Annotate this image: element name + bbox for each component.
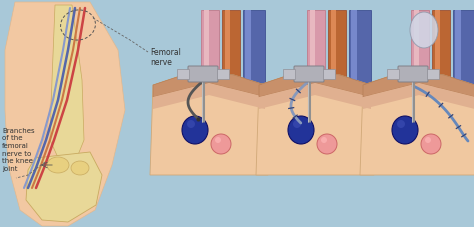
Text: Branches
of the
femoral
nerve to
the knee
joint: Branches of the femoral nerve to the kne… (2, 128, 35, 172)
Polygon shape (331, 10, 336, 90)
Polygon shape (204, 10, 209, 90)
Polygon shape (5, 2, 125, 226)
Polygon shape (256, 71, 374, 175)
Polygon shape (323, 69, 335, 79)
Ellipse shape (425, 137, 431, 143)
Ellipse shape (182, 116, 208, 144)
Polygon shape (26, 152, 102, 222)
Polygon shape (363, 83, 474, 109)
Ellipse shape (71, 161, 89, 175)
Ellipse shape (211, 134, 231, 154)
FancyBboxPatch shape (398, 66, 428, 82)
Polygon shape (259, 71, 371, 97)
Polygon shape (150, 71, 268, 175)
Ellipse shape (47, 157, 69, 173)
Polygon shape (363, 71, 474, 97)
Polygon shape (387, 69, 399, 79)
Ellipse shape (187, 120, 195, 128)
FancyBboxPatch shape (188, 66, 218, 82)
Polygon shape (427, 69, 439, 79)
Polygon shape (310, 10, 315, 90)
Polygon shape (307, 10, 325, 90)
Polygon shape (435, 10, 440, 90)
Polygon shape (414, 10, 419, 90)
Polygon shape (243, 10, 265, 90)
Polygon shape (351, 10, 357, 90)
Polygon shape (455, 10, 461, 90)
Polygon shape (153, 71, 265, 97)
Polygon shape (283, 69, 295, 79)
Ellipse shape (392, 116, 418, 144)
Polygon shape (217, 69, 229, 79)
Polygon shape (259, 83, 371, 109)
Polygon shape (432, 10, 450, 90)
Polygon shape (349, 10, 371, 90)
Ellipse shape (397, 120, 405, 128)
Polygon shape (245, 10, 251, 90)
Polygon shape (360, 71, 474, 175)
Polygon shape (153, 83, 265, 109)
Polygon shape (225, 10, 230, 90)
Ellipse shape (321, 137, 327, 143)
Ellipse shape (288, 116, 314, 144)
Polygon shape (328, 10, 346, 90)
Polygon shape (177, 69, 189, 79)
FancyBboxPatch shape (294, 66, 324, 82)
Ellipse shape (317, 134, 337, 154)
Polygon shape (222, 10, 240, 90)
Polygon shape (201, 10, 219, 90)
Polygon shape (453, 10, 474, 90)
Polygon shape (411, 10, 429, 90)
Ellipse shape (421, 134, 441, 154)
Ellipse shape (293, 120, 301, 128)
Text: Femoral
nerve: Femoral nerve (150, 48, 181, 67)
Ellipse shape (410, 12, 438, 48)
Ellipse shape (215, 137, 221, 143)
Polygon shape (50, 5, 84, 162)
